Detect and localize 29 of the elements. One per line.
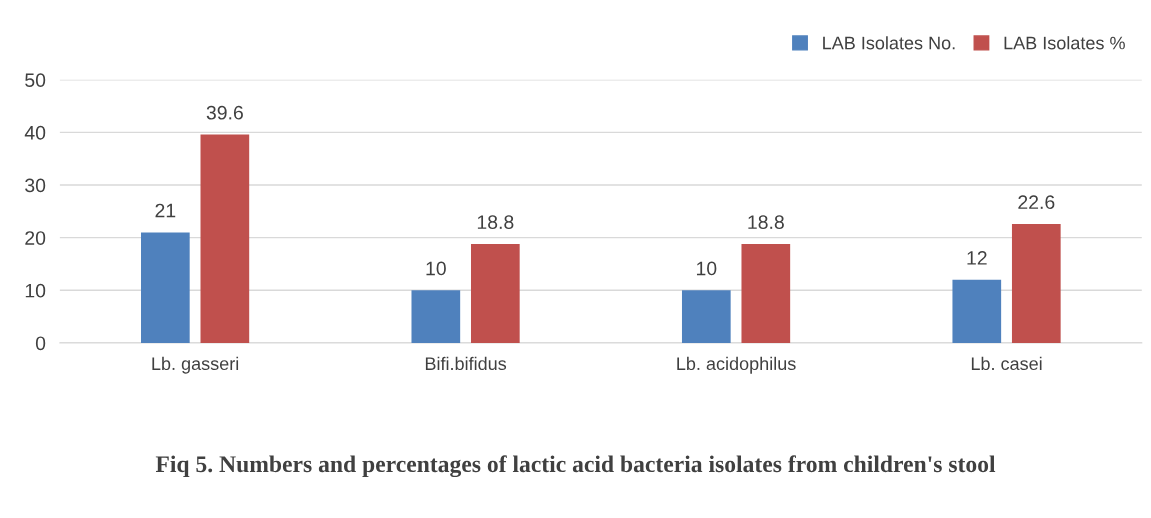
- legend-label: LAB Isolates No.: [823, 36, 955, 50]
- data-label: 10: [426, 261, 446, 276]
- bar: [141, 232, 190, 343]
- y-tick-label: 30: [25, 178, 46, 193]
- bar: [411, 290, 461, 343]
- data-label: 18.8: [748, 215, 784, 230]
- x-tick-label: Bifi.bifidus: [425, 356, 507, 371]
- y-tick-label: 40: [24, 125, 46, 140]
- bar: [1011, 223, 1061, 343]
- bar: [952, 279, 1002, 343]
- data-label: 22.6: [1018, 195, 1055, 210]
- data-label: 18.8: [477, 215, 514, 230]
- y-tick-label: 50: [25, 73, 46, 88]
- y-tick-label: 20: [25, 231, 46, 245]
- bar: [470, 243, 520, 343]
- x-tick-label: Lb. casei: [971, 356, 1042, 371]
- bar: [741, 243, 791, 343]
- legend-label: LAB Isolates %: [1004, 36, 1125, 50]
- bar: [200, 134, 250, 343]
- data-label: 10: [696, 261, 717, 276]
- y-tick-label: 0: [35, 336, 46, 351]
- data-label: 12: [967, 251, 987, 265]
- text: Fiq 5. Numbers and percentages of lactic acid bacteria isolates from children's stool: [155, 455, 996, 478]
- bar: [681, 290, 731, 343]
- data-label: 21: [155, 203, 176, 218]
- y-tick-label: 10: [25, 283, 46, 298]
- x-tick-label: Lb. gasseri: [152, 356, 239, 374]
- data-label: 39.6: [206, 105, 243, 120]
- x-tick-label: Lb. acidophilus: [677, 356, 796, 374]
